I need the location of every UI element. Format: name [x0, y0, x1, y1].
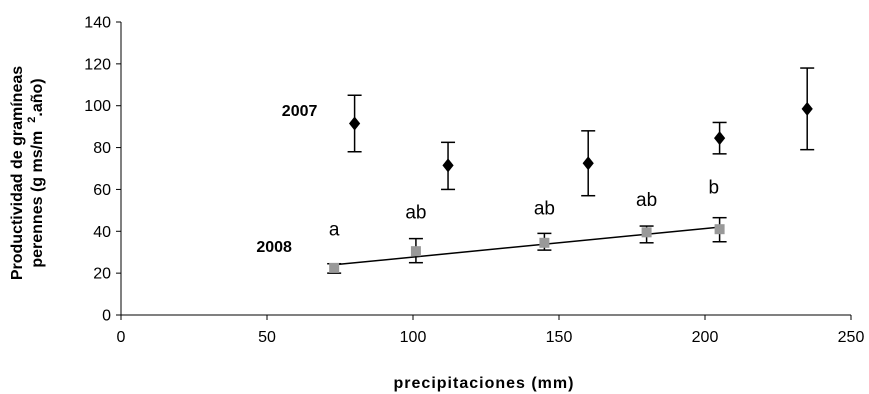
- data-point-2008: [410, 246, 421, 257]
- x-tick-label: 150: [546, 329, 573, 346]
- y-axis-title-superscript: 2: [26, 117, 38, 123]
- x-tick-label: 0: [117, 329, 126, 346]
- y-axis-title-units: perennes (g ms/m: [29, 131, 46, 268]
- data-point-2007: [442, 158, 454, 173]
- y-tick-label: 80: [93, 140, 111, 157]
- y-tick-label: 60: [93, 182, 111, 199]
- y-tick-label: 140: [84, 15, 111, 32]
- data-point-2008: [329, 262, 340, 273]
- significance-letter: ab: [534, 199, 555, 220]
- y-tick-label: 100: [84, 98, 111, 115]
- series-label-2008: 2008: [256, 239, 292, 256]
- annotation-layer: a ab ab ab b: [329, 178, 719, 241]
- y-tick-label: 40: [93, 224, 111, 241]
- series-label-2007: 2007: [282, 103, 318, 120]
- x-tick-label: 200: [692, 329, 719, 346]
- y-tick-label: 120: [84, 56, 111, 73]
- significance-letter: ab: [405, 203, 426, 224]
- x-tick-label: 100: [400, 329, 427, 346]
- y-axis-title: Productividad de gramíneas perennes (g m…: [9, 66, 46, 280]
- x-tick-label: 250: [838, 329, 865, 346]
- data-point-2007: [714, 131, 726, 146]
- data-point-2008: [714, 224, 725, 235]
- axes: [120, 22, 851, 316]
- series-2007: [347, 67, 815, 197]
- significance-letter: b: [708, 178, 719, 199]
- data-point-2007: [801, 101, 813, 116]
- trendline-2008: [334, 226, 720, 266]
- data-point-2007: [582, 156, 594, 171]
- y-tick-label: 0: [102, 308, 111, 325]
- y-tick-label: 20: [93, 266, 111, 283]
- significance-letter: a: [329, 219, 340, 240]
- x-tick-label: 50: [258, 329, 276, 346]
- data-point-2008: [641, 227, 652, 238]
- significance-letter: ab: [636, 190, 657, 211]
- data-point-2007: [349, 116, 361, 131]
- y-axis-title-line1: Productividad de gramíneas: [9, 66, 26, 280]
- x-axis-title: precipitaciones (mm): [394, 375, 575, 392]
- series-layer: 2007 2008: [256, 67, 815, 274]
- y-axis-title-units-end: .año): [29, 78, 46, 116]
- y-ticks: 0 20 40 60 80 100 120 140: [84, 15, 121, 325]
- data-point-2008: [539, 237, 550, 248]
- y-axis-title-line2: perennes (g ms/m 2.año): [26, 78, 46, 267]
- series-2008: [327, 216, 727, 274]
- x-ticks: 0 50 100 150 200 250: [117, 315, 865, 346]
